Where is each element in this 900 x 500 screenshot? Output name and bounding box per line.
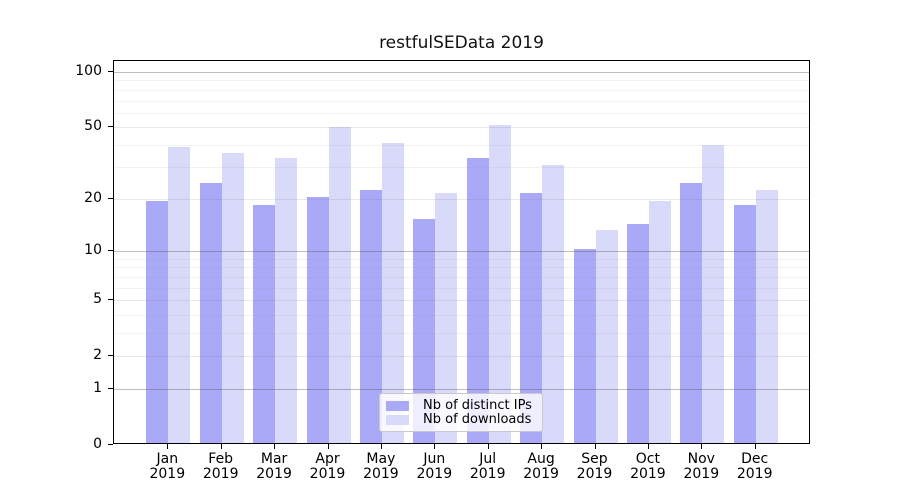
y-axis-tick-label: 10 bbox=[84, 242, 102, 259]
bar-downloads bbox=[542, 165, 565, 443]
x-tick-mark bbox=[220, 444, 222, 449]
gridline-60 bbox=[114, 112, 809, 114]
x-axis-month-label: Jun 2019 bbox=[416, 451, 453, 482]
gridline-1 bbox=[114, 389, 809, 390]
gridline-90 bbox=[114, 80, 809, 82]
y-tick-mark bbox=[108, 197, 113, 199]
bar-distinct-ips bbox=[573, 249, 596, 443]
x-axis-month-label: Jul 2019 bbox=[469, 451, 506, 482]
x-axis-month-label: Oct 2019 bbox=[630, 451, 666, 482]
grid-layer bbox=[114, 61, 809, 443]
x-axis-month-label: Feb 2019 bbox=[202, 451, 239, 482]
x-axis-month-label: May 2019 bbox=[363, 451, 399, 482]
y-tick-mark bbox=[108, 250, 113, 252]
x-axis-month-label: Dec 2019 bbox=[736, 451, 773, 482]
y-axis-tick-label: 5 bbox=[93, 291, 102, 308]
bar-distinct-ips bbox=[306, 196, 329, 443]
x-axis-month-label: Mar 2019 bbox=[256, 451, 292, 482]
y-axis-tick-label: 0 bbox=[93, 436, 102, 452]
bar-downloads bbox=[435, 193, 458, 443]
bars-layer bbox=[114, 61, 809, 443]
x-tick-mark bbox=[487, 444, 489, 449]
x-axis-month-label: Sep 2019 bbox=[576, 451, 613, 482]
chart-title: restfulSEData 2019 bbox=[379, 33, 544, 53]
x-tick-mark bbox=[701, 444, 703, 449]
gridline-7 bbox=[114, 276, 809, 278]
bar-distinct-ips bbox=[359, 189, 382, 443]
gridline-8 bbox=[114, 267, 809, 269]
plot-area bbox=[113, 60, 810, 444]
y-axis-tick-label: 20 bbox=[84, 189, 102, 206]
gridline-70 bbox=[114, 100, 809, 102]
gridline-10 bbox=[114, 251, 809, 253]
bar-distinct-ips bbox=[520, 193, 543, 443]
bar-downloads bbox=[328, 126, 351, 443]
legend-label-distinct-ips: Nb of distinct IPs bbox=[423, 398, 532, 413]
bar-distinct-ips bbox=[199, 182, 222, 443]
bar-downloads bbox=[702, 144, 725, 443]
gridline-20 bbox=[114, 198, 809, 200]
gridline-5 bbox=[114, 300, 809, 302]
legend-label-downloads: Nb of downloads bbox=[423, 412, 532, 427]
bar-distinct-ips bbox=[253, 205, 276, 443]
x-tick-mark bbox=[274, 444, 276, 449]
bar-downloads bbox=[168, 146, 191, 443]
y-tick-mark bbox=[108, 126, 113, 128]
bar-downloads bbox=[381, 142, 404, 443]
x-tick-mark bbox=[380, 444, 382, 449]
y-tick-mark bbox=[108, 388, 113, 389]
bar-distinct-ips bbox=[146, 200, 169, 443]
gridline-50 bbox=[114, 127, 809, 129]
bar-downloads bbox=[488, 125, 511, 443]
gridline-9 bbox=[114, 258, 809, 260]
y-axis-tick-label: 50 bbox=[84, 118, 102, 135]
gridline-4 bbox=[114, 314, 809, 316]
x-axis-month-label: Nov 2019 bbox=[683, 451, 720, 482]
x-tick-mark bbox=[327, 444, 329, 449]
gridline-6 bbox=[114, 287, 809, 289]
gridline-100 bbox=[114, 72, 809, 73]
y-axis-tick-label: 2 bbox=[93, 347, 102, 364]
gridline-2 bbox=[114, 356, 809, 358]
x-tick-mark bbox=[754, 444, 756, 449]
y-tick-mark bbox=[108, 355, 113, 357]
x-axis-month-label: Aug 2019 bbox=[523, 451, 559, 482]
legend: Nb of distinct IPs Nb of downloads bbox=[379, 393, 543, 432]
bar-downloads bbox=[648, 200, 671, 443]
bar-distinct-ips bbox=[626, 224, 649, 443]
x-axis-month-label: Apr 2019 bbox=[309, 451, 346, 482]
y-axis-tick-label: 1 bbox=[93, 380, 102, 396]
bar-distinct-ips bbox=[733, 205, 756, 443]
legend-swatch-distinct-ips bbox=[386, 401, 409, 411]
legend-swatch-downloads bbox=[386, 415, 409, 425]
bar-downloads bbox=[755, 189, 778, 443]
gridline-80 bbox=[114, 89, 809, 91]
x-tick-mark bbox=[434, 444, 436, 449]
bar-downloads bbox=[275, 158, 298, 443]
gridline-3 bbox=[114, 333, 809, 334]
x-tick-mark bbox=[541, 444, 543, 449]
bar-distinct-ips bbox=[466, 158, 489, 443]
y-tick-mark bbox=[108, 444, 113, 445]
x-tick-mark bbox=[647, 444, 649, 449]
y-axis-tick-label: 100 bbox=[75, 63, 102, 79]
gridline-30 bbox=[114, 167, 809, 169]
x-tick-mark bbox=[594, 444, 596, 449]
x-axis-month-label: Jan 2019 bbox=[149, 451, 186, 482]
bar-downloads bbox=[595, 229, 618, 443]
bar-downloads bbox=[221, 153, 244, 443]
x-tick-mark bbox=[167, 444, 169, 449]
bar-distinct-ips bbox=[413, 218, 436, 443]
y-tick-mark bbox=[108, 299, 113, 301]
y-tick-mark bbox=[108, 71, 113, 72]
gridline-40 bbox=[114, 144, 809, 146]
bar-distinct-ips bbox=[680, 182, 703, 443]
